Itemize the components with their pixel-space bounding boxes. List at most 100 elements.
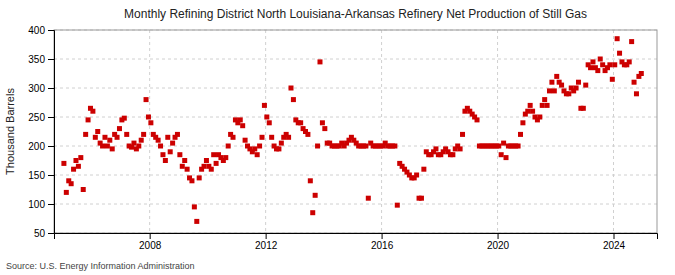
point [617,51,622,56]
tick-label: 350 [28,54,45,65]
tick-mark [48,175,54,176]
tick: 50 [34,228,54,239]
grid-line-y [54,117,657,118]
tick: 250 [28,112,54,123]
point [320,120,325,125]
point [475,117,480,122]
point [525,109,530,114]
tick-mark [266,233,267,239]
grid-line-y [54,204,657,205]
point [627,59,632,64]
point [317,59,322,64]
point [450,152,455,157]
point [182,158,187,163]
point [148,120,153,125]
point [93,135,98,140]
point [566,91,571,96]
axis-line [55,234,658,240]
point [310,210,315,215]
point [639,71,644,76]
point [414,173,419,178]
tick-label: 2024 [603,240,626,251]
point [231,135,236,140]
tick: 200 [28,141,54,152]
point [115,135,120,140]
point [583,83,588,88]
y-axis: 50100150200250300350400 [28,25,54,239]
tick-mark [48,117,54,118]
grid-line-x [265,30,266,233]
point [192,204,197,209]
grid-line-y [54,59,657,60]
point [545,103,550,108]
point [286,135,291,140]
point [588,65,593,70]
point [146,115,151,120]
point [547,88,552,93]
point [634,91,639,96]
point [71,167,76,172]
point [214,161,219,166]
point [520,120,525,125]
tick-label: 200 [28,141,45,152]
point [458,146,463,151]
point [141,132,146,137]
point [81,187,86,192]
point [632,80,637,85]
point [238,117,243,122]
point [598,57,603,62]
tick-label: 2012 [255,240,278,251]
point [64,190,69,195]
point [595,68,600,73]
point [136,144,141,149]
point [313,193,318,198]
grid-line-x [381,30,382,233]
point [363,144,368,149]
point [530,109,535,114]
point [460,132,465,137]
point [395,203,400,208]
tick-label: 300 [28,83,45,94]
grid-line-y [54,88,657,89]
point [600,62,605,67]
point [122,116,127,121]
tick: 2008 [139,233,162,251]
grid-line-x [497,30,498,233]
grid-line-y [54,175,657,176]
point [240,123,245,128]
tick: 300 [28,83,54,94]
point [581,106,586,111]
tick-mark [48,88,54,89]
point [496,144,501,149]
x-axis: 20082012201620202024 [55,233,658,251]
point [194,219,199,224]
point [257,144,262,149]
point [279,141,284,146]
grid-line-y [54,146,657,147]
grid [54,30,657,233]
tick-mark [48,30,54,31]
chart: 2008201220162020202450100150200250300350… [0,0,675,275]
point [322,126,327,131]
point [315,144,320,149]
point [308,178,313,183]
point [267,120,272,125]
point [73,158,78,163]
point [170,141,175,146]
tick-label: 400 [28,25,45,36]
point [185,167,190,172]
tick-mark [382,233,383,239]
point [255,152,260,157]
tick: 2016 [371,233,394,251]
point [209,167,214,172]
point [366,196,371,201]
point [537,115,542,120]
grid-line-x [613,30,614,233]
tick-label: 2016 [371,240,394,251]
point [124,132,129,137]
tick-mark [48,204,54,205]
tick-mark [614,233,615,239]
tick: 2024 [603,233,626,251]
point [552,88,557,93]
point [86,117,91,122]
